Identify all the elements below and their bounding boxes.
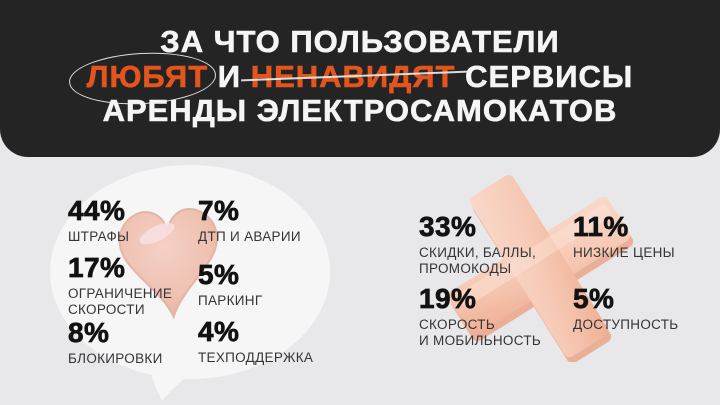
stat-low-prices: 11% НИЗКИЕ ЦЕНЫ xyxy=(573,211,675,261)
stat-parking: 5% ПАРКИНГ xyxy=(198,259,263,309)
stat-value: 44% xyxy=(68,195,126,226)
stat-speed-mobility: 19% СКОРОСТЬ И МОБИЛЬНОСТЬ xyxy=(419,283,542,349)
cross-icon xyxy=(447,174,634,362)
stat-label: ТЕХПОДДЕРЖКА xyxy=(198,350,314,365)
stat-label: ПАРКИНГ xyxy=(198,293,263,308)
love-word-circled: ЛЮБЯТ xyxy=(67,48,218,107)
love-word: ЛЮБЯТ xyxy=(86,58,209,94)
hate-word-struck: НЕНАВИДЯТ xyxy=(240,58,468,95)
stat-value: 19% xyxy=(419,283,477,314)
stat-speed-limit: 17% ОГРАНИЧЕНИЕ СКОРОСТИ xyxy=(68,252,173,318)
stat-value: 11% xyxy=(573,211,629,242)
stat-label: ДОСТУПНОСТЬ xyxy=(573,317,679,332)
stat-fines: 44% ШТРАФЫ xyxy=(68,195,130,245)
stat-value: 5% xyxy=(198,259,240,290)
conjunction: И xyxy=(217,58,242,94)
title-line-1: ЗА ЧТО ПОЛЬЗОВАТЕЛИ xyxy=(160,24,560,59)
stat-discounts: 33% СКИДКИ, БАЛЛЫ, ПРОМОКОДЫ xyxy=(419,211,537,277)
stat-value: 17% xyxy=(68,252,126,283)
hate-word: НЕНАВИДЯТ xyxy=(250,58,456,94)
stat-label: СКОРОСТЬ И МОБИЛЬНОСТЬ xyxy=(419,317,542,348)
stat-value: 5% xyxy=(573,283,615,314)
stat-label: ШТРАФЫ xyxy=(68,229,130,244)
page-title: ЗА ЧТО ПОЛЬЗОВАТЕЛИ ЛЮБЯТ И НЕНАВИДЯТ СЕ… xyxy=(0,24,720,129)
title-line-3: АРЕНДЫ ЭЛЕКТРОСАМОКАТОВ xyxy=(102,93,618,128)
stat-value: 8% xyxy=(68,317,110,348)
stat-label: ДТП И АВАРИИ xyxy=(198,229,301,244)
stat-accidents: 7% ДТП И АВАРИИ xyxy=(198,195,301,245)
stat-support: 4% ТЕХПОДДЕРЖКА xyxy=(198,316,314,366)
stat-label: СКИДКИ, БАЛЛЫ, ПРОМОКОДЫ xyxy=(419,245,537,276)
stat-label: БЛОКИРОВКИ xyxy=(68,351,163,366)
stat-blockings: 8% БЛОКИРОВКИ xyxy=(68,317,163,367)
stat-value: 4% xyxy=(198,316,240,347)
stat-value: 33% xyxy=(419,211,477,242)
title-line-2: ЛЮБЯТ И НЕНАВИДЯТ СЕРВИСЫ xyxy=(0,48,720,107)
stat-value: 7% xyxy=(198,195,240,226)
stat-label: НИЗКИЕ ЦЕНЫ xyxy=(573,245,675,260)
heart-icon xyxy=(118,208,218,320)
header-panel: ЗА ЧТО ПОЛЬЗОВАТЕЛИ ЛЮБЯТ И НЕНАВИДЯТ СЕ… xyxy=(0,0,720,157)
title-line-2-suffix: СЕРВИСЫ xyxy=(465,58,634,94)
stat-availability: 5% ДОСТУПНОСТЬ xyxy=(573,283,679,333)
stat-label: ОГРАНИЧЕНИЕ СКОРОСТИ xyxy=(68,286,173,317)
